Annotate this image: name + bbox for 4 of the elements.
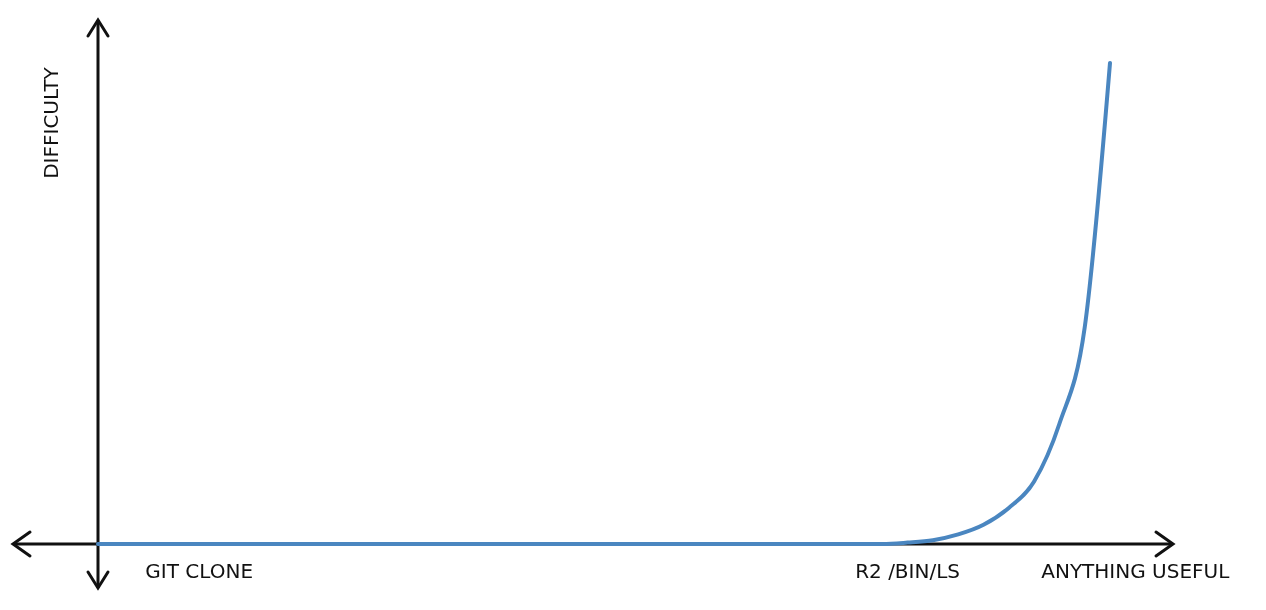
x-tick-label: ANYTHING USEFUL — [1041, 559, 1231, 583]
x-tick-label: R2 /BIN/LS — [855, 559, 961, 583]
x-tick-label: GIT CLONE — [145, 559, 254, 583]
y-axis-title: DIFFICULTY — [39, 66, 63, 179]
